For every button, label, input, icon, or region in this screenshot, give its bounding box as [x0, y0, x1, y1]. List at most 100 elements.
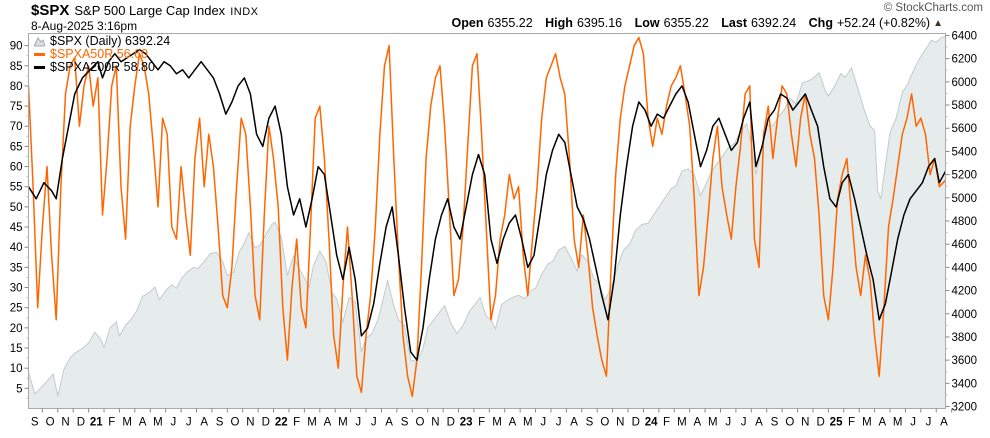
x-axis-label: M [677, 417, 687, 429]
x-axis-label: N [61, 417, 69, 429]
y-axis-label-left: 85 [10, 61, 23, 73]
ticker-name: S&P 500 Large Cap Index [74, 3, 226, 18]
x-axis-label: S [586, 417, 594, 429]
y-axis-label-right: 3400 [952, 378, 978, 390]
legend-item-spx: $SPX (Daily) 6392.24 [34, 35, 170, 48]
low-label: Low [634, 16, 660, 30]
open-value: 6355.22 [487, 16, 533, 30]
y-axis-label-left: 30 [10, 283, 23, 295]
y-axis-label-right: 3200 [952, 402, 978, 414]
y-axis-label-right: 4000 [952, 309, 978, 321]
y-axis-label-right: 6400 [952, 30, 978, 42]
x-axis-label: D [262, 417, 270, 429]
y-axis-label-right: 5800 [952, 100, 978, 112]
x-axis-label: J [926, 417, 932, 429]
x-axis-label: J [355, 417, 361, 429]
quote-summary: Open 6355.22 High 6395.16 Low 6355.22 Last 6… [452, 16, 943, 30]
x-axis-label: S [31, 417, 39, 429]
y-axis-label-right: 3800 [952, 332, 978, 344]
y-axis-label-left: 5 [16, 383, 22, 395]
x-axis-label: A [385, 417, 393, 429]
y-axis-label-right: 6000 [952, 77, 978, 89]
y-axis-label-right: 6200 [952, 54, 978, 66]
y-axis-label-left: 40 [10, 242, 23, 254]
y-axis-label-right: 4400 [952, 262, 978, 274]
spx-area-series [28, 35, 946, 409]
low-value: 6355.22 [663, 16, 709, 30]
x-axis-label: N [431, 417, 439, 429]
open-label: Open [451, 16, 484, 30]
x-axis-label: M [708, 417, 718, 429]
x-axis-label: M [893, 417, 903, 429]
x-axis-label: 24 [645, 417, 658, 429]
ticker-symbol: $SPX [31, 2, 70, 19]
y-axis-label-left: 10 [10, 363, 23, 375]
x-axis-label: D [817, 417, 825, 429]
x-axis-label: J [910, 417, 916, 429]
chart-legend: $SPX (Daily) 6392.24 $SPXA50R 56.60 $SPX… [34, 35, 170, 74]
change-label: Chg [808, 16, 833, 30]
x-axis-label: 25 [830, 417, 843, 429]
high-value: 6395.16 [576, 16, 623, 30]
y-axis-label-right: 4800 [952, 216, 978, 228]
x-axis-label: 22 [275, 417, 288, 429]
spxa50r-line-series [27, 36, 947, 398]
x-axis-label: 23 [460, 417, 473, 429]
y-axis-label-left: 80 [10, 81, 23, 93]
x-axis-label: M [523, 417, 533, 429]
y-axis-label-left: 65 [10, 141, 23, 153]
x-axis-label: A [324, 417, 332, 429]
y-axis-label-left: 50 [10, 202, 23, 214]
x-axis-label: S [401, 417, 409, 429]
y-axis-label-right: 5200 [952, 170, 978, 182]
y-axis-label-left: 25 [10, 303, 23, 315]
x-axis-label: O [415, 417, 424, 429]
x-axis-label: F [848, 417, 855, 429]
x-axis-label: N [801, 417, 809, 429]
legend-item-spxa50r: $SPXA50R 56.60 [34, 48, 170, 61]
change-value: +52.24 (+0.82%) [836, 16, 931, 30]
x-axis-label: 21 [90, 417, 103, 429]
x-axis-label: O [785, 417, 794, 429]
x-axis-label: A [570, 417, 578, 429]
x-axis-label: A [139, 417, 147, 429]
x-axis-label: F [663, 417, 670, 429]
spxa200r-line-series [27, 48, 947, 361]
x-axis-label: J [371, 417, 377, 429]
x-axis-label: S [216, 417, 224, 429]
y-axis-label-left: 45 [10, 222, 23, 234]
area-swatch-icon [34, 36, 45, 46]
y-axis-label-left: 20 [10, 323, 23, 335]
x-axis-label: S [771, 417, 779, 429]
x-axis-label: F [293, 417, 300, 429]
last-value: 6392.24 [750, 16, 797, 30]
change-up-icon: ▲ [933, 18, 943, 29]
legend-label: $SPXA200R 58.80 [50, 60, 155, 74]
x-axis-label: J [741, 417, 747, 429]
x-axis-label: M [862, 417, 872, 429]
y-axis-label-right: 4600 [952, 239, 978, 251]
x-axis-label: A [509, 417, 517, 429]
y-axis-label-right: 3600 [952, 355, 978, 367]
chart-title: $SPX S&P 500 Large Cap Index INDX [31, 2, 258, 19]
x-axis-label: A [940, 417, 948, 429]
x-axis-label: A [694, 417, 702, 429]
x-axis-label: J [186, 417, 192, 429]
y-axis-label-left: 60 [10, 162, 23, 174]
y-axis-label-right: 5000 [952, 193, 978, 205]
x-axis-label: J [556, 417, 562, 429]
x-axis-label: O [600, 417, 609, 429]
x-axis-label: D [632, 417, 640, 429]
x-axis-label: N [246, 417, 254, 429]
x-axis-label: M [338, 417, 348, 429]
x-axis-label: A [878, 417, 886, 429]
chart-datetime: 8-Aug-2025 3:16pm [31, 19, 138, 33]
x-axis-label: D [447, 417, 455, 429]
y-axis-label-left: 90 [10, 41, 23, 53]
y-axis-label-right: 5400 [952, 146, 978, 158]
line-swatch-icon [34, 53, 45, 56]
copyright-notice: © StockCharts.com [883, 2, 983, 14]
y-axis-label-left: 75 [10, 101, 23, 113]
